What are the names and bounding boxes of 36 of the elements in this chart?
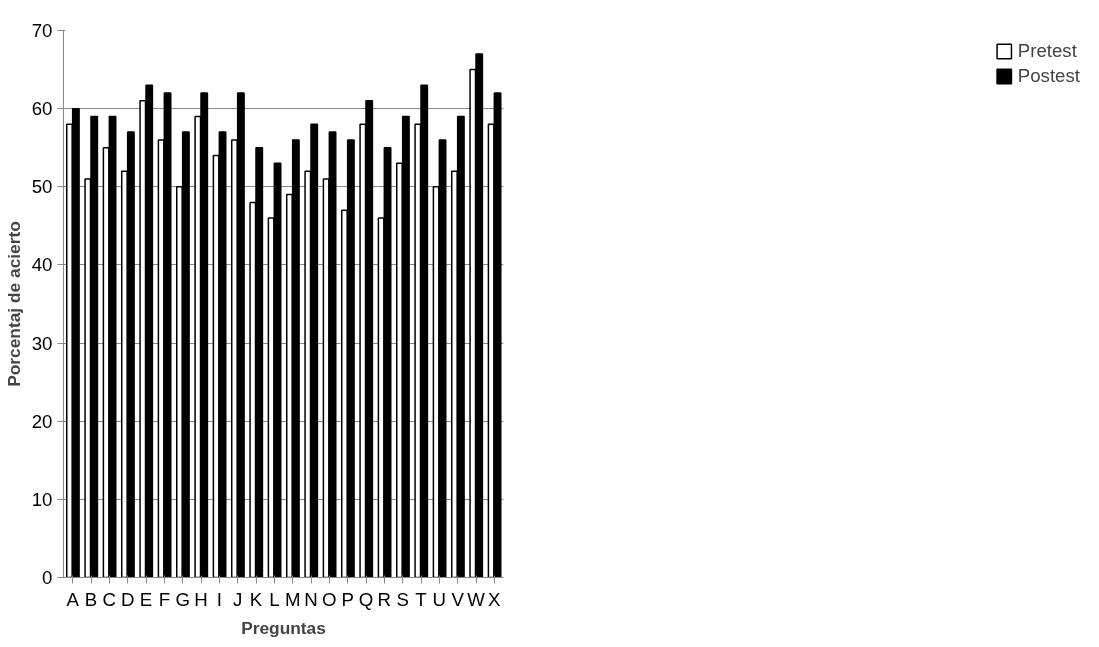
x-tick-label: K [249,588,263,610]
x-tick-label: S [396,588,409,610]
x-axis-title: Preguntas [241,617,326,638]
x-tick-label: A [66,588,80,610]
y-tick-label: 0 [42,567,53,588]
x-tick-label: H [194,588,208,610]
x-tick-label: C [102,588,117,610]
x-tick-label: N [304,588,318,610]
x-tick-label: F [158,588,171,610]
legend-label: Postest [1017,65,1080,87]
x-tick-label: M [284,588,301,610]
legend-label: Pretest [1017,40,1077,62]
y-tick-label: 50 [31,176,53,198]
y-tick-label: 30 [31,332,53,354]
x-tick-label: D [120,588,135,610]
x-tick-label: Q [358,588,374,610]
x-tick-label: I [216,588,222,610]
x-tick-label: U [432,588,447,610]
x-tick-label: W [467,588,486,610]
x-tick-label: L [269,588,280,610]
x-tick-label: E [139,588,153,610]
x-tick-label: G [175,588,190,610]
y-tick-label: 70 [31,20,53,41]
x-tick-label: T [415,588,427,610]
y-tick-label: 40 [31,254,53,276]
x-tick-label: J [233,588,243,610]
y-tick-label: 10 [31,488,53,510]
y-axis-title: Porcentaj de acierto [3,221,24,387]
x-tick-label: O [322,588,337,610]
y-tick-label: 60 [31,98,53,120]
x-tick-label: X [488,588,502,610]
x-tick-label: P [341,588,354,610]
x-tick-label: B [84,588,98,610]
x-tick-label: R [377,588,392,610]
y-tick-label: 20 [31,410,53,432]
x-tick-label: V [451,588,465,610]
